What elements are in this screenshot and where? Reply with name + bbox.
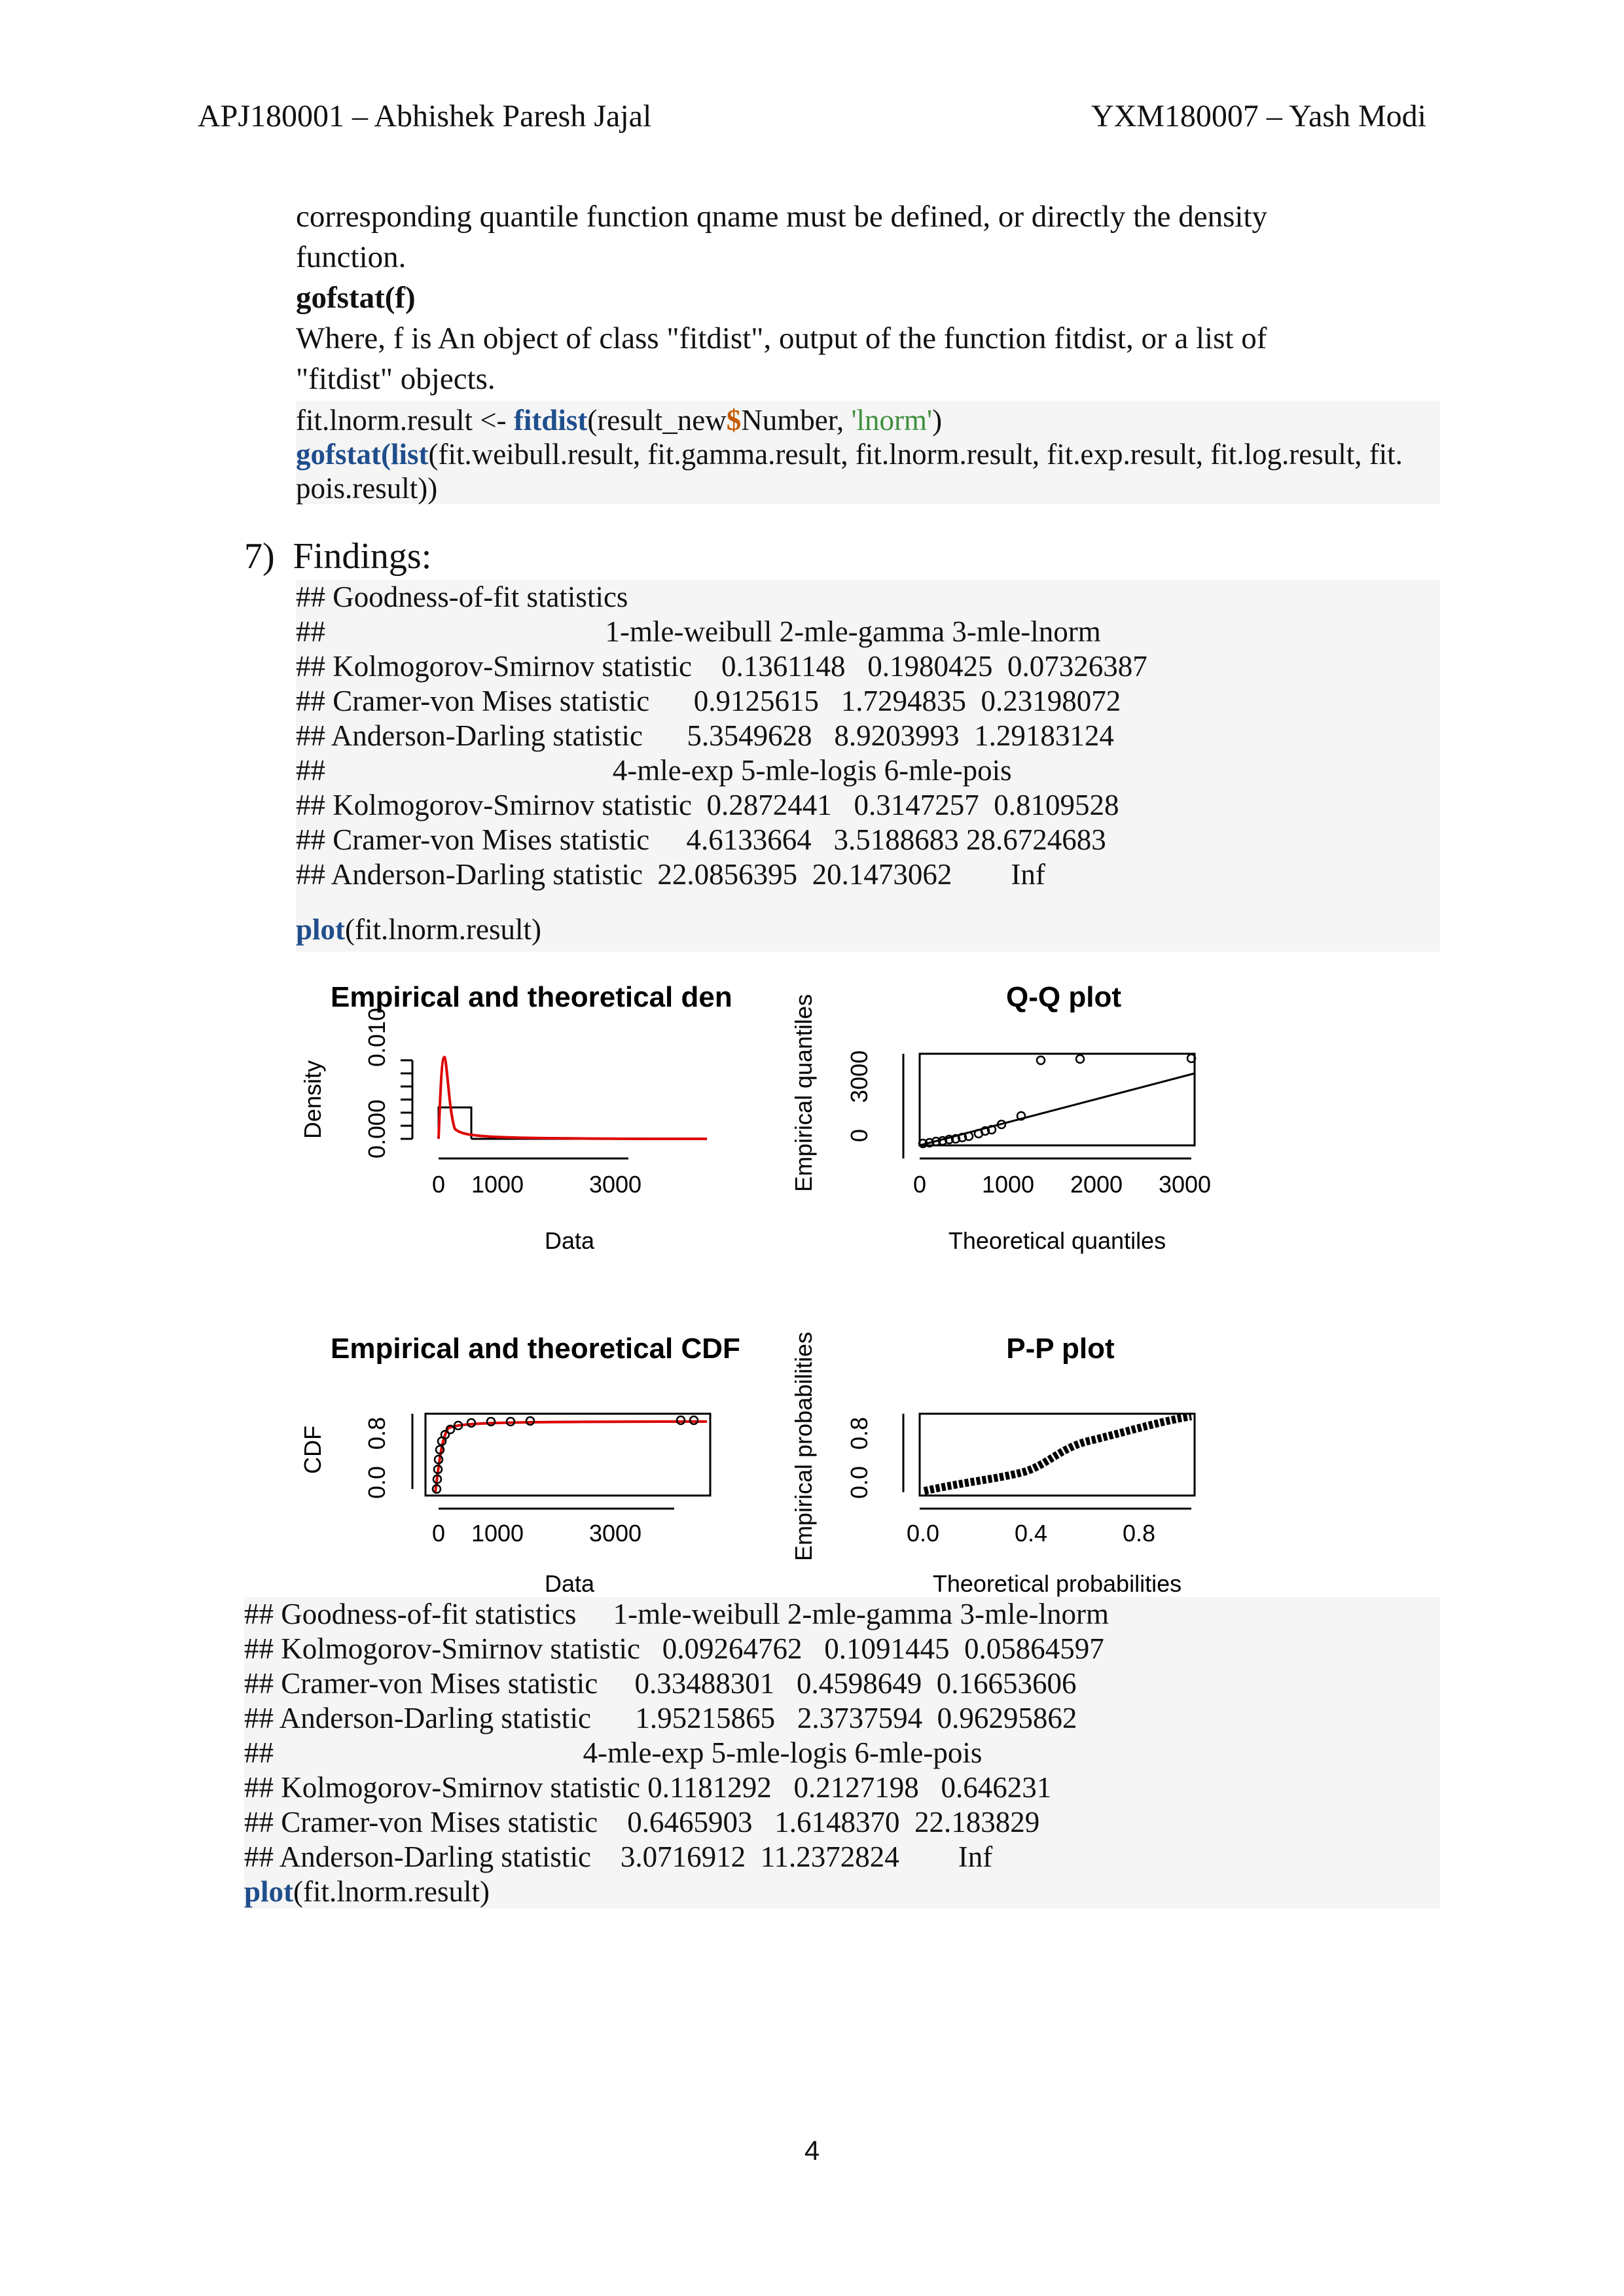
code-operator: $ [726,404,742,437]
results-row: ## Anderson-Darling statistic 3.0716912 … [244,1840,993,1873]
density-title: Empirical and theoretical den [331,981,732,1013]
qq-xtick: 0 [913,1171,926,1198]
code-text: (fit.weibull.result, fit.gamma.result, f… [428,438,1403,471]
code-line-gofstat-cont: pois.result)) [296,472,438,505]
code-text: Number, [741,404,852,437]
qq-points [918,1053,1197,1149]
plot-call-line: plot(fit.lnorm.result) [244,1874,490,1909]
results-row: ## Kolmogorov-Smirnov statistic 0.092647… [244,1632,1104,1665]
pp-xtick: 0.0 [907,1520,939,1547]
findings-row: ## Anderson-Darling statistic 5.3549628 … [296,719,1114,752]
findings-row: ## Anderson-Darling statistic 22.0856395… [296,858,1045,891]
cdf-xtick: 0 [432,1520,445,1547]
qq-xtick: 1000 [982,1171,1034,1198]
code-string: 'lnorm' [851,404,933,437]
results-row: ## Kolmogorov-Smirnov statistic 0.118129… [244,1771,1052,1804]
results-row: ## Anderson-Darling statistic 1.95215865… [244,1702,1077,1734]
density-xtick: 1000 [471,1171,524,1198]
where-line-2: "fitdist" objects. [296,362,496,396]
density-theoretical-curve [437,1055,708,1140]
findings-title: Findings: [293,536,432,577]
code-function: plot [296,913,346,946]
pp-plot-box [918,1412,1196,1497]
code-text: ) [932,404,943,437]
cdf-xtick: 1000 [471,1520,524,1547]
cdf-plot-box [424,1412,712,1497]
cdf-ytick: 0.8 [363,1417,390,1450]
findings-row: ## Cramer-von Mises statistic 4.6133664 … [296,823,1106,856]
qq-xtick: 2000 [1070,1171,1123,1198]
pp-ytick: 0.0 [846,1466,873,1499]
code-block-fitdist: fit.lnorm.result <- fitdist(result_new$N… [296,401,1440,505]
qq-panel: Q-Q plot Empirical quantiles 0 3000 0 10… [790,981,1211,1254]
cdf-panel: Empirical and theoretical CDF CDF 0.0 0.… [299,1333,740,1597]
density-ytick: 0.000 [363,1100,390,1158]
code-text: (result_new [587,404,727,437]
results-row: ## Cramer-von Mises statistic 0.33488301… [244,1667,1077,1700]
code-text: (fit.lnorm.result) [293,1875,490,1908]
code-function: gofstat [296,438,381,471]
intro-line-2: function. [296,240,406,274]
findings-number: 7) [244,536,275,577]
qq-ytick: 0 [846,1129,873,1142]
page-number: 4 [804,2135,820,2166]
qq-ylabel: Empirical quantiles [790,994,817,1192]
cdf-ylabel: CDF [299,1426,326,1474]
header-author-right: YXM180007 – Yash Modi [1091,99,1426,134]
results-row: ## 4-mle-exp 5-mle-logis 6-mle-pois [244,1736,983,1769]
cdf-xtick: 3000 [589,1520,641,1547]
results-output-block: ## Goodness-of-fit statistics 1-mle-weib… [244,1597,1440,1909]
cdf-empirical-points [431,1415,699,1494]
cdf-ytick: 0.0 [363,1466,390,1499]
cdf-xlabel: Data [545,1570,595,1597]
cdf-theoretical-curve [434,1420,708,1493]
plot-call-line: plot(fit.lnorm.result) [296,912,541,946]
code-text: ( [380,438,391,471]
findings-row: ## Cramer-von Mises statistic 0.9125615 … [296,685,1121,717]
pp-xtick: 0.8 [1123,1520,1155,1547]
findings-output-block: ## Goodness-of-fit statistics ## 1-mle-w… [296,580,1440,952]
density-panel: Empirical and theoretical den Density 0.… [299,981,732,1254]
intro-line-1: corresponding quantile function qname mu… [296,200,1268,234]
pp-xlabel: Theoretical probabilities [933,1570,1182,1597]
cdf-title: Empirical and theoretical CDF [331,1333,740,1365]
header-author-left: APJ180001 – Abhishek Paresh Jajal [198,99,652,134]
fitdist-diagnostic-figure: Empirical and theoretical den Density 0.… [299,981,1211,1597]
pp-ytick: 0.8 [846,1417,873,1450]
pp-panel: P-P plot Empirical probabilities 0.0 0.8… [790,1332,1196,1597]
findings-row: ## 4-mle-exp 5-mle-logis 6-mle-pois [296,754,1012,787]
density-xtick: 3000 [589,1171,641,1198]
findings-row: ## Kolmogorov-Smirnov statistic 0.287244… [296,789,1119,821]
qq-xlabel: Theoretical quantiles [948,1227,1166,1254]
code-function: fitdist [513,404,588,437]
findings-row: ## 1-mle-weibull 2-mle-gamma 3-mle-lnorm [296,615,1101,648]
findings-row: ## Goodness-of-fit statistics [296,581,628,613]
pp-title: P-P plot [1006,1333,1115,1365]
gofstat-title: gofstat(f) [296,281,416,315]
qq-title: Q-Q plot [1006,981,1121,1013]
findings-row: ## Kolmogorov-Smirnov statistic 0.136114… [296,650,1147,683]
pp-points [923,1412,1192,1495]
findings-heading: 7) Findings: [244,535,431,577]
pp-xtick: 0.4 [1015,1520,1047,1547]
qq-xtick: 3000 [1159,1171,1211,1198]
code-function: plot [244,1875,294,1908]
code-text: (fit.lnorm.result) [345,913,541,946]
density-ylabel: Density [299,1060,326,1139]
qq-ytick: 3000 [846,1050,873,1103]
qq-plot-box [918,1052,1196,1147]
code-line-fitdist: fit.lnorm.result <- fitdist(result_new$N… [296,403,942,437]
density-ytick: 0.010 [363,1008,390,1067]
density-xtick: 0 [432,1171,445,1198]
code-function: list [390,438,429,471]
density-xlabel: Data [545,1227,595,1254]
code-line-gofstat: gofstat(list(fit.weibull.result, fit.gam… [296,437,1403,471]
code-text: fit.lnorm.result <- [296,404,514,437]
results-row: ## Cramer-von Mises statistic 0.6465903 … [244,1806,1040,1839]
pp-ylabel: Empirical probabilities [790,1332,817,1561]
results-row: ## Goodness-of-fit statistics 1-mle-weib… [244,1598,1109,1630]
where-line-1: Where, f is An object of class "fitdist"… [296,321,1267,355]
